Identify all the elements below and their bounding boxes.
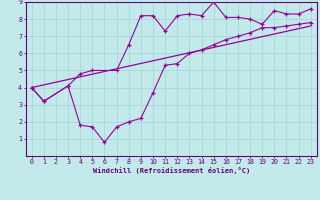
X-axis label: Windchill (Refroidissement éolien,°C): Windchill (Refroidissement éolien,°C) <box>92 167 250 174</box>
